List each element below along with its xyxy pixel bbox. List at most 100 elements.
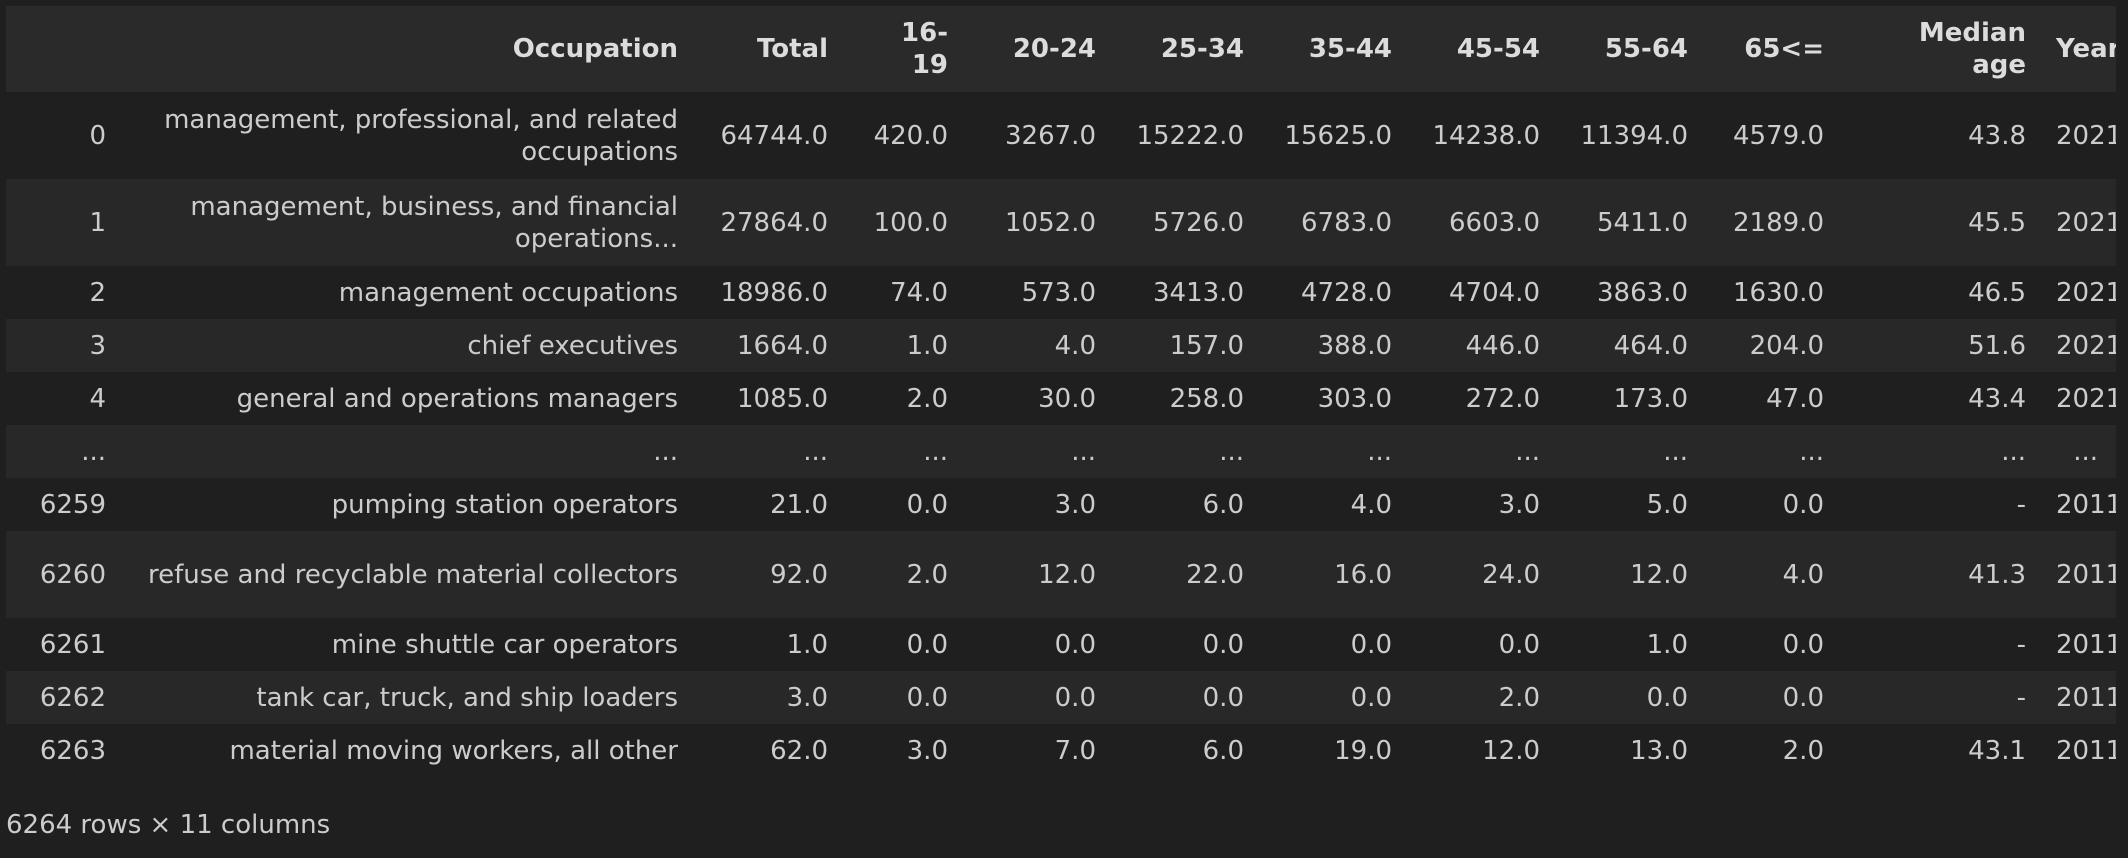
table-cell: 30.0 (966, 372, 1114, 425)
table-cell: 6783.0 (1262, 179, 1410, 266)
table-cell: 6.0 (1114, 478, 1262, 531)
column-header: Occupation (126, 6, 696, 92)
table-cell: 2021 (2044, 266, 2116, 319)
table-cell: - (1842, 618, 2044, 671)
table-cell: 22.0 (1114, 531, 1262, 618)
table-cell: management, professional, and related oc… (126, 92, 696, 179)
table-cell: 6.0 (1114, 724, 1262, 777)
table-row: 2 management occupations 18986.0 74.0 573.0 3… (6, 266, 2116, 319)
table-cell: 0.0 (846, 618, 966, 671)
table-cell: 13.0 (1558, 724, 1706, 777)
table-cell: tank car, truck, and ship loaders (126, 671, 696, 724)
table-cell: 573.0 (966, 266, 1114, 319)
column-header: 35-44 (1262, 6, 1410, 92)
table-cell: 6603.0 (1410, 179, 1558, 266)
table-cell: 4.0 (1706, 531, 1842, 618)
table-row: 6262 tank car, truck, and ship loaders 3.0… (6, 671, 2116, 724)
table-cell: 46.5 (1842, 266, 2044, 319)
table-row: 6259 pumping station operators 21.0 0.0 3.0 6… (6, 478, 2116, 531)
row-index: 6261 (6, 618, 126, 671)
table-cell: 3267.0 (966, 92, 1114, 179)
table-cell: - (1842, 478, 2044, 531)
table-cell: 27864.0 (696, 179, 846, 266)
table-cell: 0.0 (1262, 618, 1410, 671)
table-cell: ... (696, 425, 846, 478)
table-cell: 51.6 (1842, 319, 2044, 372)
row-index: 6263 (6, 724, 126, 777)
table-cell: 0.0 (846, 478, 966, 531)
table-cell: ... (126, 425, 696, 478)
table-cell: 0.0 (1706, 618, 1842, 671)
table-cell: 2.0 (846, 531, 966, 618)
table-cell: 19.0 (1262, 724, 1410, 777)
table-row: 6260 refuse and recyclable material colle… (6, 531, 2116, 618)
row-index: 6260 (6, 531, 126, 618)
table-cell: ... (2044, 425, 2116, 478)
table-cell: ... (846, 425, 966, 478)
table-cell: 258.0 (1114, 372, 1262, 425)
table-cell: 4.0 (966, 319, 1114, 372)
table-cell: 5.0 (1558, 478, 1706, 531)
table-row: .................................... (6, 425, 2116, 478)
column-header: Median age (1842, 6, 2044, 92)
table-cell: 0.0 (966, 671, 1114, 724)
table-cell: 7.0 (966, 724, 1114, 777)
table-cell: 0.0 (1706, 671, 1842, 724)
table-cell: ... (1842, 425, 2044, 478)
table-cell: 4728.0 (1262, 266, 1410, 319)
table-cell: 1.0 (846, 319, 966, 372)
table-cell: 12.0 (1558, 531, 1706, 618)
table-cell: 2011 (2044, 531, 2116, 618)
column-header: 16- 19 (846, 6, 966, 92)
table-cell: 4.0 (1262, 478, 1410, 531)
table-row: 1 management, business, and financial ope… (6, 179, 2116, 266)
row-index: ... (6, 425, 126, 478)
table-cell: 15222.0 (1114, 92, 1262, 179)
table-cell: management occupations (126, 266, 696, 319)
table-cell: 446.0 (1410, 319, 1558, 372)
table-cell: 3.0 (696, 671, 846, 724)
column-header: 20-24 (966, 6, 1114, 92)
table-cell: ... (1558, 425, 1706, 478)
table-cell: - (1842, 671, 2044, 724)
table-cell: 62.0 (696, 724, 846, 777)
table-cell: 1052.0 (966, 179, 1114, 266)
table-cell: 3.0 (1410, 478, 1558, 531)
table-row: 3 chief executives 1664.0 1.0 4.0 157.0 388.0 4… (6, 319, 2116, 372)
table-cell: 2011 (2044, 671, 2116, 724)
table-row: 4 general and operations managers 1085.0 2.… (6, 372, 2116, 425)
table-cell: 1630.0 (1706, 266, 1842, 319)
table-cell: management, business, and financial oper… (126, 179, 696, 266)
table-cell: 5726.0 (1114, 179, 1262, 266)
table-cell: 15625.0 (1262, 92, 1410, 179)
table-cell: 2021 (2044, 372, 2116, 425)
table-cell: 41.3 (1842, 531, 2044, 618)
table-cell: 204.0 (1706, 319, 1842, 372)
table-cell: 2011 (2044, 478, 2116, 531)
table-cell: 1.0 (1558, 618, 1706, 671)
dataframe-shape-summary: 6264 rows × 11 columns (6, 810, 331, 840)
table-cell: 2021 (2044, 319, 2116, 372)
row-index: 0 (6, 92, 126, 179)
table-row: 6261 mine shuttle car operators 1.0 0.0 0.0 0… (6, 618, 2116, 671)
table-cell: 0.0 (846, 671, 966, 724)
column-header: Total (696, 6, 846, 92)
dataframe-table: Occupation Total 16- 19 20-24 25-34 35-4… (6, 6, 2116, 777)
table-cell: ... (966, 425, 1114, 478)
table-cell: 14238.0 (1410, 92, 1558, 179)
header-row: Occupation Total 16- 19 20-24 25-34 35-4… (6, 6, 2116, 92)
table-cell: 2021 (2044, 179, 2116, 266)
table-cell: 21.0 (696, 478, 846, 531)
column-header: 25-34 (1114, 6, 1262, 92)
table-row: 6263 material moving workers, all other 62… (6, 724, 2116, 777)
table-cell: general and operations managers (126, 372, 696, 425)
table-cell: 3.0 (966, 478, 1114, 531)
table-cell: material moving workers, all other (126, 724, 696, 777)
table-cell: 157.0 (1114, 319, 1262, 372)
table-cell: 0.0 (1114, 618, 1262, 671)
table-cell: 3863.0 (1558, 266, 1706, 319)
table-cell: 100.0 (846, 179, 966, 266)
table-cell: 3.0 (846, 724, 966, 777)
row-index: 6259 (6, 478, 126, 531)
table-cell: 18986.0 (696, 266, 846, 319)
